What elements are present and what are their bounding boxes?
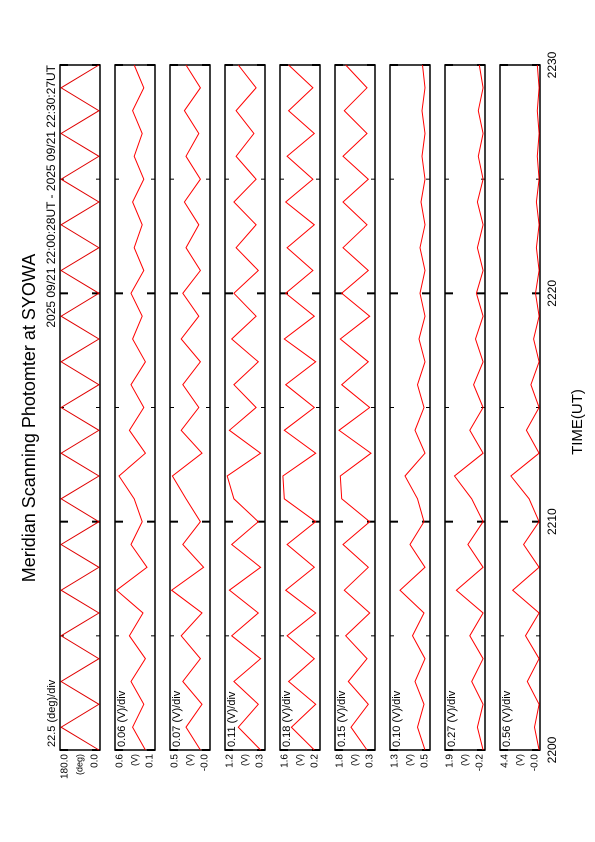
scale-label: 0.15 (V)/div — [336, 690, 348, 747]
y-tick-label: 0.0 — [90, 754, 101, 768]
signal-line — [399, 64, 426, 751]
y-tick-label: 0.5 — [170, 754, 181, 768]
scale-label: 0.27 (V)/div — [446, 690, 458, 747]
x-tick-label: 2200 — [545, 736, 559, 763]
signal-line — [226, 64, 262, 751]
scale-label: 0.06 (V)/div — [116, 690, 128, 747]
y-unit: (V) — [459, 754, 469, 766]
y-tick-label: 4.4 — [500, 754, 511, 768]
signal-line — [338, 64, 372, 751]
y-tick-label: 0.3 — [255, 754, 266, 768]
panel-frame — [499, 64, 541, 751]
signal-line — [510, 64, 540, 751]
scale-label: 0.10 (V)/div — [391, 690, 403, 747]
y-unit: (deg) — [74, 754, 84, 775]
scale-label: 0.56 (V)/div — [501, 690, 513, 747]
time-range: 2025 09/21 22:00:28UT - 2025 09/21 22:30… — [44, 64, 58, 327]
y-tick-label: 1.2 — [225, 754, 236, 768]
chart-title: Meridian Scanning Photomter at SYOWA — [19, 254, 39, 582]
y-unit: (V) — [294, 754, 304, 766]
scale-label: 0.18 (V)/div — [281, 690, 293, 747]
signal-line — [115, 64, 148, 751]
y-unit: (V) — [349, 754, 359, 766]
signal-line — [453, 64, 484, 751]
panel-frame — [169, 64, 211, 751]
panel-frame — [114, 64, 156, 751]
y-tick-label: -0.2 — [475, 754, 486, 772]
signal-line — [60, 64, 100, 751]
y-tick-label: 0.1 — [145, 754, 156, 768]
y-tick-label: 1.9 — [445, 754, 456, 768]
y-unit: (V) — [404, 754, 414, 766]
y-tick-label: 0.5 — [420, 754, 431, 768]
y-tick-label: 0.3 — [365, 754, 376, 768]
x-tick-label: 2210 — [545, 508, 559, 535]
y-tick-label: -0.0 — [530, 754, 541, 772]
y-tick-label: 1.3 — [390, 754, 401, 768]
x-tick-label: 2230 — [545, 51, 559, 78]
y-unit: (V) — [129, 754, 139, 766]
scale-label: 0.07 (V)/div — [171, 690, 183, 747]
y-tick-label: 1.8 — [335, 754, 346, 768]
panel-frame — [444, 64, 486, 751]
x-axis-label: TIME(UT) — [569, 389, 586, 455]
y-tick-label: 0.2 — [310, 754, 321, 768]
scale-label: 22.5 (deg)/div — [46, 679, 58, 747]
scale-label: 0.11 (V)/div — [226, 691, 238, 747]
y-tick-label: 0.6 — [115, 754, 126, 768]
panel-frame — [224, 64, 266, 751]
y-unit: (V) — [184, 754, 194, 766]
y-unit: (V) — [514, 754, 524, 766]
signal-line — [282, 64, 317, 751]
y-tick-label: 180.0 — [60, 754, 71, 779]
y-tick-label: -0.0 — [200, 754, 211, 772]
y-tick-label: 1.6 — [280, 754, 291, 768]
x-tick-label: 2220 — [545, 280, 559, 307]
y-unit: (V) — [239, 754, 249, 766]
signal-line — [170, 64, 205, 751]
